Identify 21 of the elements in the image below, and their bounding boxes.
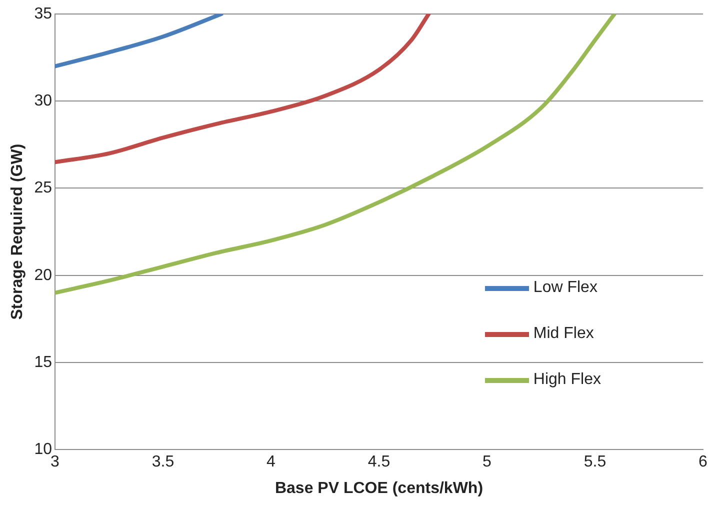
x-tick-label: 3 [50, 454, 60, 471]
x-tick-label: 3.5 [152, 454, 174, 471]
y-tick-label: 35 [34, 5, 52, 22]
x-tick-label: 5 [482, 454, 492, 471]
y-tick-label: 15 [34, 354, 52, 371]
line-series [54, 14, 616, 295]
y-tick-label: 30 [34, 92, 52, 110]
x-axis-title: Base PV LCOE (cents/kWh) [274, 480, 484, 497]
y-axis-title: Storage Required (GW) [9, 144, 26, 320]
legend-label: High Flex [533, 371, 601, 389]
legend-label: Mid Flex [533, 325, 594, 343]
x-tick-label: 4.5 [368, 454, 390, 471]
legend-label: Low Flex [533, 279, 598, 297]
y-tick-label: 25 [34, 180, 52, 197]
line-series [54, 14, 224, 68]
y-tick-label: 20 [34, 266, 52, 284]
y-tick-label: 10 [34, 441, 52, 458]
line-series [54, 14, 431, 164]
x-tick-label: 6 [698, 454, 708, 471]
x-tick-label: 5.5 [584, 454, 606, 471]
x-tick-label: 4 [266, 454, 276, 471]
